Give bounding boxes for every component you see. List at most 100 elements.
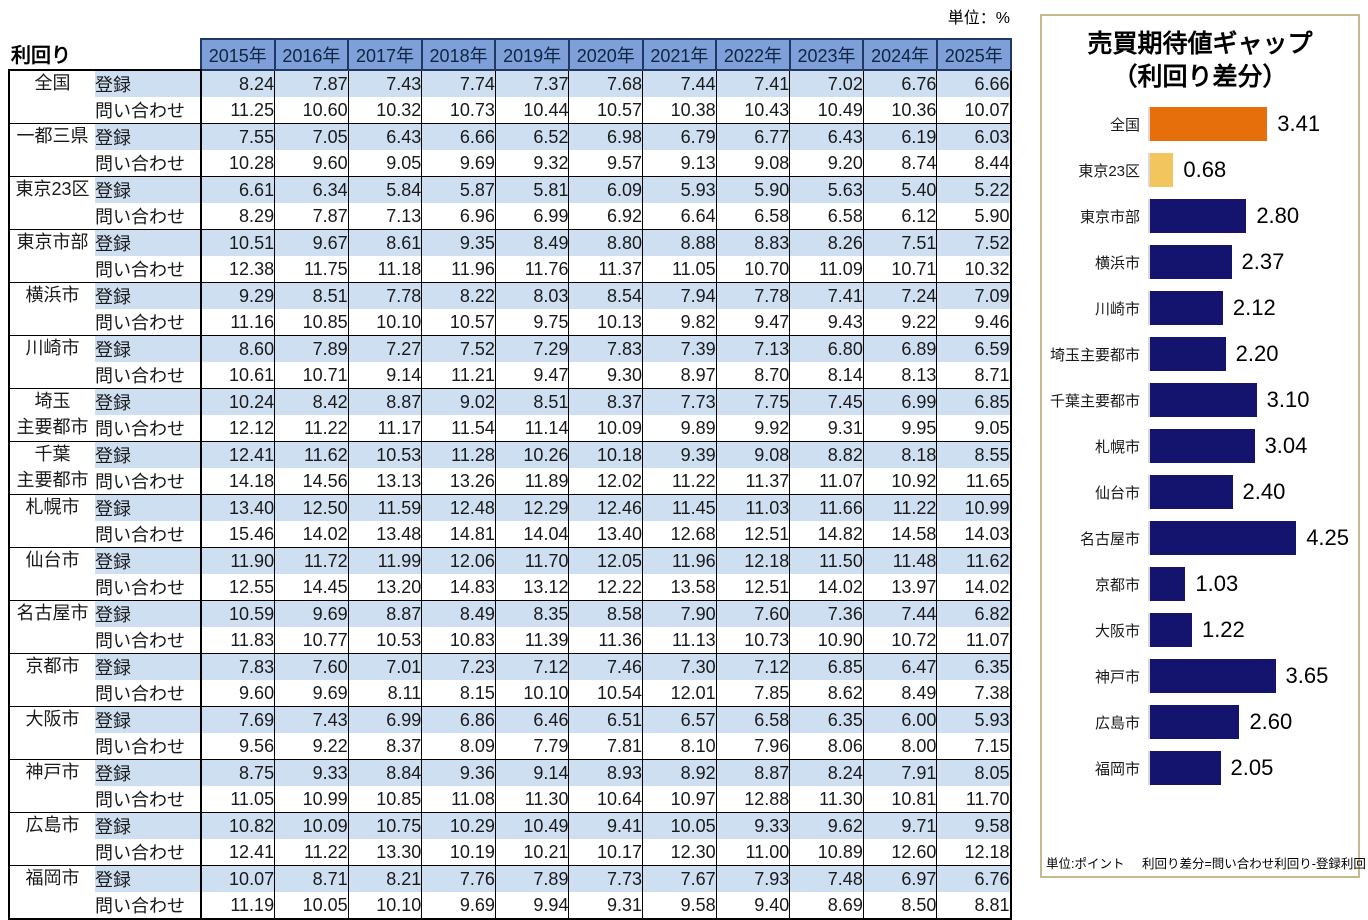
yield-cell: 12.38: [200, 256, 275, 283]
row-type-label: 問い合わせ: [95, 362, 201, 389]
yield-cell: 10.09: [568, 415, 643, 442]
row-type-label: 登録: [95, 335, 201, 362]
yield-cell: 11.66: [789, 494, 864, 521]
yield-cell: 6.09: [568, 176, 643, 203]
yield-cell: 6.97: [862, 865, 937, 892]
table-row: 仙台市 登録 11.90 11.72 11.99 12.06 11.70 12.05 11.96…: [9, 547, 1011, 601]
yield-cell: 7.68: [568, 69, 643, 97]
yield-cell: 7.60: [715, 600, 790, 627]
yield-cell: 10.32: [347, 97, 422, 124]
yield-cell: 10.90: [789, 627, 864, 654]
yield-cell: 8.26: [789, 229, 864, 256]
bar: [1150, 337, 1226, 371]
yield-cell: 9.08: [715, 150, 790, 177]
bar: [1150, 383, 1257, 417]
bar-value-label: 3.65: [1285, 663, 1329, 688]
yield-cell: 10.61: [200, 362, 275, 389]
yield-cell: 10.21: [494, 839, 569, 866]
yield-cell: 5.40: [862, 176, 937, 203]
table-header-row: 利回り 2015年 2016年 2017年 2018年 2019年 2020年 2021年 20…: [9, 38, 1012, 71]
yield-cell: 6.35: [936, 653, 1011, 680]
yield-cell: 12.51: [715, 574, 790, 601]
yield-cell: 6.61: [200, 176, 275, 203]
row-type-label: 問い合わせ: [95, 150, 201, 177]
yield-cell: 7.69: [200, 706, 275, 733]
yield-cell: 13.97: [862, 574, 937, 601]
yield-cell: 11.07: [789, 468, 864, 495]
table-row: 全国 登録 8.24 7.87 7.43 7.74 7.37 7.68 7.44 7.41 7.02…: [9, 69, 1011, 124]
yield-cell: 7.73: [642, 388, 717, 415]
yield-cell: 11.39: [494, 627, 569, 654]
table-row: 川崎市 登録 8.60 7.89 7.27 7.52 7.29 7.83 7.39 7.13 6.8…: [9, 335, 1011, 389]
bar-row: 横浜市 2.37: [1042, 239, 1358, 285]
yield-cell: 7.75: [715, 388, 790, 415]
yield-cell: 8.06: [789, 733, 864, 760]
yield-cell: 10.57: [568, 97, 643, 124]
bar-track: 2.60: [1148, 705, 1358, 739]
yield-cell: 8.00: [862, 733, 937, 760]
bar-row: 名古屋市 4.25: [1042, 515, 1358, 561]
yield-cell: 6.64: [642, 203, 717, 230]
yield-cell: 7.96: [715, 733, 790, 760]
row-type-label: 登録: [95, 176, 201, 203]
bar-track: 3.04: [1148, 429, 1358, 463]
yield-cell: 10.82: [200, 812, 275, 839]
yield-cell: 10.13: [568, 309, 643, 336]
bar-track: 2.05: [1148, 751, 1358, 785]
table-row: 問い合わせ 11.19 10.05 10.10 9.69 9.94 9.31 9.58 9.40…: [9, 892, 1011, 919]
yield-cell: 15.46: [200, 521, 275, 548]
row-type-label: 登録: [95, 759, 201, 786]
yield-cell: 10.75: [347, 812, 422, 839]
yield-cell: 8.84: [347, 759, 422, 786]
yield-cell: 8.15: [421, 680, 496, 707]
yield-cell: 8.54: [568, 282, 643, 309]
yield-cell: 12.55: [200, 574, 275, 601]
yield-cell: 8.44: [936, 150, 1011, 177]
yield-cell: 9.31: [789, 415, 864, 442]
yield-cell: 8.22: [421, 282, 496, 309]
yield-cell: 12.48: [421, 494, 496, 521]
yield-cell: 14.82: [789, 521, 864, 548]
yield-cell: 7.12: [494, 653, 569, 680]
yield-cell: 9.46: [936, 309, 1011, 336]
yield-cell: 6.85: [936, 388, 1011, 415]
yield-cell: 11.05: [200, 786, 275, 813]
year-header: 2021年: [641, 38, 718, 71]
bar-category-label: 福岡市: [1094, 760, 1140, 778]
yield-cell: 8.70: [715, 362, 790, 389]
table-row: 問い合わせ 11.25 10.60 10.32 10.73 10.44 10.57 10.38…: [9, 97, 1011, 124]
yield-cell: 10.81: [862, 786, 937, 813]
yield-cell: 10.07: [200, 865, 275, 892]
yield-cell: 7.30: [642, 653, 717, 680]
bar-value-label: 0.68: [1183, 157, 1227, 182]
yield-cell: 7.41: [715, 69, 790, 97]
yield-cell: 11.62: [274, 441, 349, 468]
yield-cell: 11.59: [347, 494, 422, 521]
yield-cell: 8.49: [494, 229, 569, 256]
bar-value-label: 3.41: [1277, 111, 1321, 136]
yield-cell: 8.87: [715, 759, 790, 786]
bar-category-label: 埼玉主要都市: [1049, 346, 1140, 364]
yield-cell: 10.07: [936, 97, 1011, 124]
region-cell: 一都三県: [9, 123, 95, 177]
yield-cell: 9.75: [494, 309, 569, 336]
yield-cell: 11.28: [421, 441, 496, 468]
bar-category-label: 広島市: [1094, 714, 1140, 732]
region-cell: 広島市: [9, 812, 95, 866]
bar-value-label: 1.03: [1195, 571, 1239, 596]
yield-cell: 7.37: [494, 69, 569, 97]
yield-cell: 11.45: [642, 494, 717, 521]
yield-cell: 10.59: [200, 600, 275, 627]
bar-row: 神戸市 3.65: [1042, 653, 1358, 699]
bar: [1150, 199, 1247, 233]
yield-cell: 14.02: [274, 521, 349, 548]
yield-cell: 10.18: [568, 441, 643, 468]
yield-cell: 12.51: [715, 521, 790, 548]
row-type-label: 登録: [95, 812, 201, 839]
region-cell: 名古屋市: [9, 600, 95, 654]
yield-cell: 6.66: [936, 69, 1011, 97]
yield-cell: 6.85: [789, 653, 864, 680]
yield-cell: 9.69: [274, 600, 349, 627]
yield-cell: 13.58: [642, 574, 717, 601]
bar: [1150, 107, 1268, 141]
